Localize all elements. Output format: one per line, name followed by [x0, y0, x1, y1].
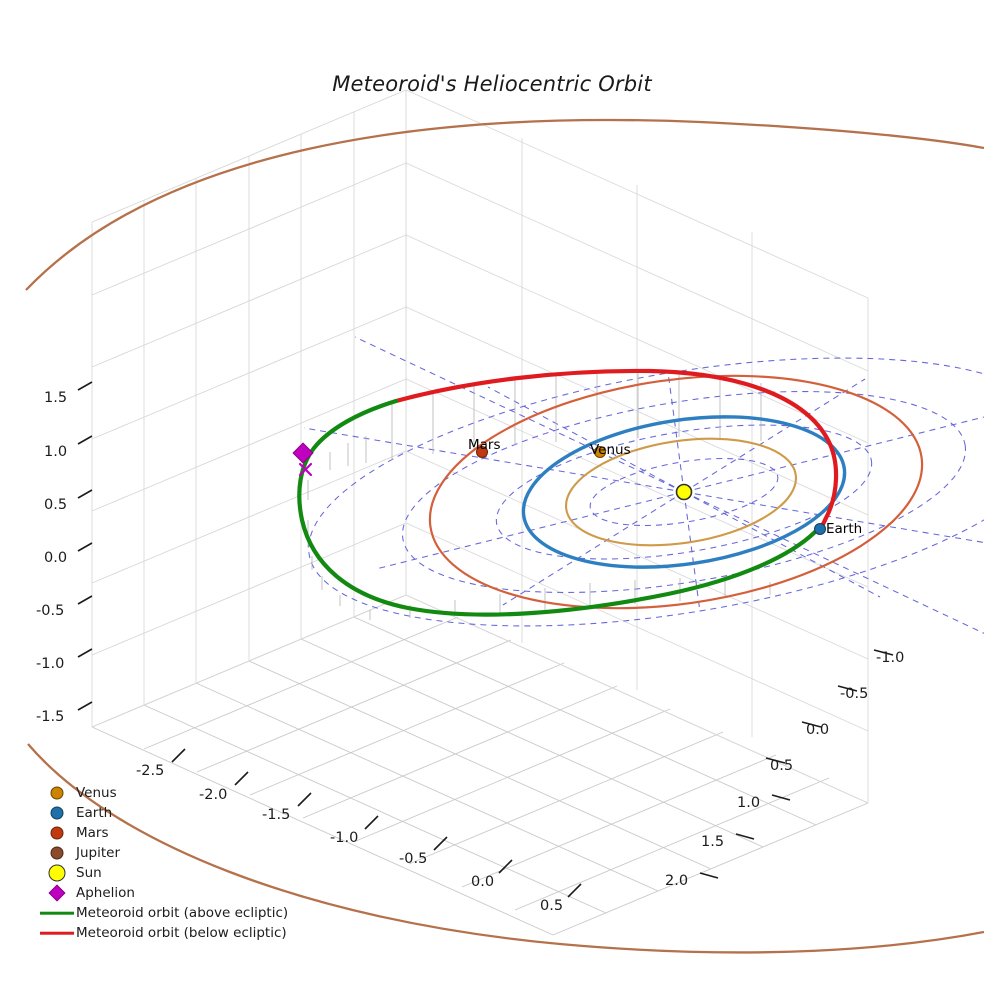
x-tick-1_0: 1.0 [737, 795, 761, 811]
z-tick-1_0: 1.0 [44, 444, 68, 460]
left-wall-grid [91, 89, 407, 728]
y-tick-neg1_0: -1.0 [876, 650, 905, 666]
x-tick-0_0: 0.0 [471, 874, 495, 890]
meteoroid-orbit-below-ecliptic [393, 368, 839, 532]
venus-orbit-path [564, 437, 798, 547]
celestial-body-markers [292, 442, 826, 535]
z-tick-neg1_5: -1.5 [36, 709, 65, 725]
floor-grid [91, 594, 869, 936]
legend: Venus Earth Mars Jupiter Sun [38, 783, 290, 943]
legend-item-orbit-below[interactable]: Meteoroid orbit (below ecliptic) [38, 923, 290, 943]
legend-item-jupiter[interactable]: Jupiter [38, 843, 290, 863]
earth-point-label: Earth [826, 521, 863, 537]
y-tick-neg0_5: -0.5 [840, 686, 869, 702]
sun-marker-icon [675, 483, 693, 501]
mars-point-label: Mars [468, 437, 501, 453]
x-tick-0_5: 0.5 [540, 898, 564, 914]
x-tick-1_5: 1.5 [701, 834, 725, 850]
earth-orbit-path [521, 415, 847, 569]
legend-label-aphelion: Aphelion [76, 885, 135, 901]
legend-item-sun[interactable]: Sun [38, 863, 290, 883]
legend-item-orbit-above[interactable]: Meteoroid orbit (above ecliptic) [38, 903, 290, 923]
x-tick-neg2_0: -2.0 [199, 787, 228, 803]
x-tick-2_0: 2.0 [665, 873, 689, 889]
legend-label-venus: Venus [76, 785, 117, 801]
aphelion-cross-icon [298, 462, 313, 477]
legend-item-mars[interactable]: Mars [38, 823, 290, 843]
z-tick-neg1_0: -1.0 [36, 656, 65, 672]
x-tick-neg0_5: -0.5 [399, 851, 428, 867]
orbit-below-line-icon [38, 923, 76, 943]
venus-marker-icon [594, 446, 606, 458]
mars-marker-icon [38, 823, 76, 843]
axis-tick-marks [77, 381, 894, 898]
y-tick-0_5: 0.5 [770, 758, 794, 774]
venus-marker-icon [38, 783, 76, 803]
legend-item-aphelion[interactable]: Aphelion [38, 883, 290, 903]
legend-item-earth[interactable]: Earth [38, 803, 290, 823]
legend-label-orbit-below: Meteoroid orbit (below ecliptic) [76, 925, 287, 941]
x-tick-neg1_0: -1.0 [330, 830, 359, 846]
orbit-above-line-icon [38, 903, 76, 923]
z-tick-0_0: 0.0 [44, 550, 68, 566]
legend-label-orbit-above: Meteoroid orbit (above ecliptic) [76, 905, 289, 921]
sun-marker-icon [38, 863, 76, 883]
legend-label-mars: Mars [76, 825, 109, 841]
mars-orbit-path [428, 374, 924, 610]
aphelion-marker-icon [292, 442, 314, 464]
legend-label-earth: Earth [76, 805, 113, 821]
earth-marker-icon [814, 523, 826, 535]
jupiter-marker-icon [38, 843, 76, 863]
legend-label-sun: Sun [76, 865, 102, 881]
mars-marker-icon [476, 446, 488, 458]
earth-marker-icon [38, 803, 76, 823]
x-tick-neg2_5: -2.5 [136, 763, 165, 779]
orbit-height-stems [307, 371, 771, 620]
y-tick-0_0: 0.0 [806, 722, 830, 738]
jupiter-orbit-path [25, 118, 984, 954]
z-tick-0_5: 0.5 [44, 497, 68, 513]
legend-label-jupiter: Jupiter [76, 845, 121, 861]
venus-point-label: Venus [590, 442, 631, 458]
z-tick-1_5: 1.5 [44, 390, 68, 406]
x-tick-neg1_5: -1.5 [262, 807, 291, 823]
aphelion-marker-icon [38, 883, 76, 903]
z-tick-neg0_5: -0.5 [36, 603, 65, 619]
axes-grid-panes [91, 89, 869, 936]
chart-title: Meteoroid's Heliocentric Orbit [332, 72, 652, 96]
legend-item-venus[interactable]: Venus [38, 783, 290, 803]
